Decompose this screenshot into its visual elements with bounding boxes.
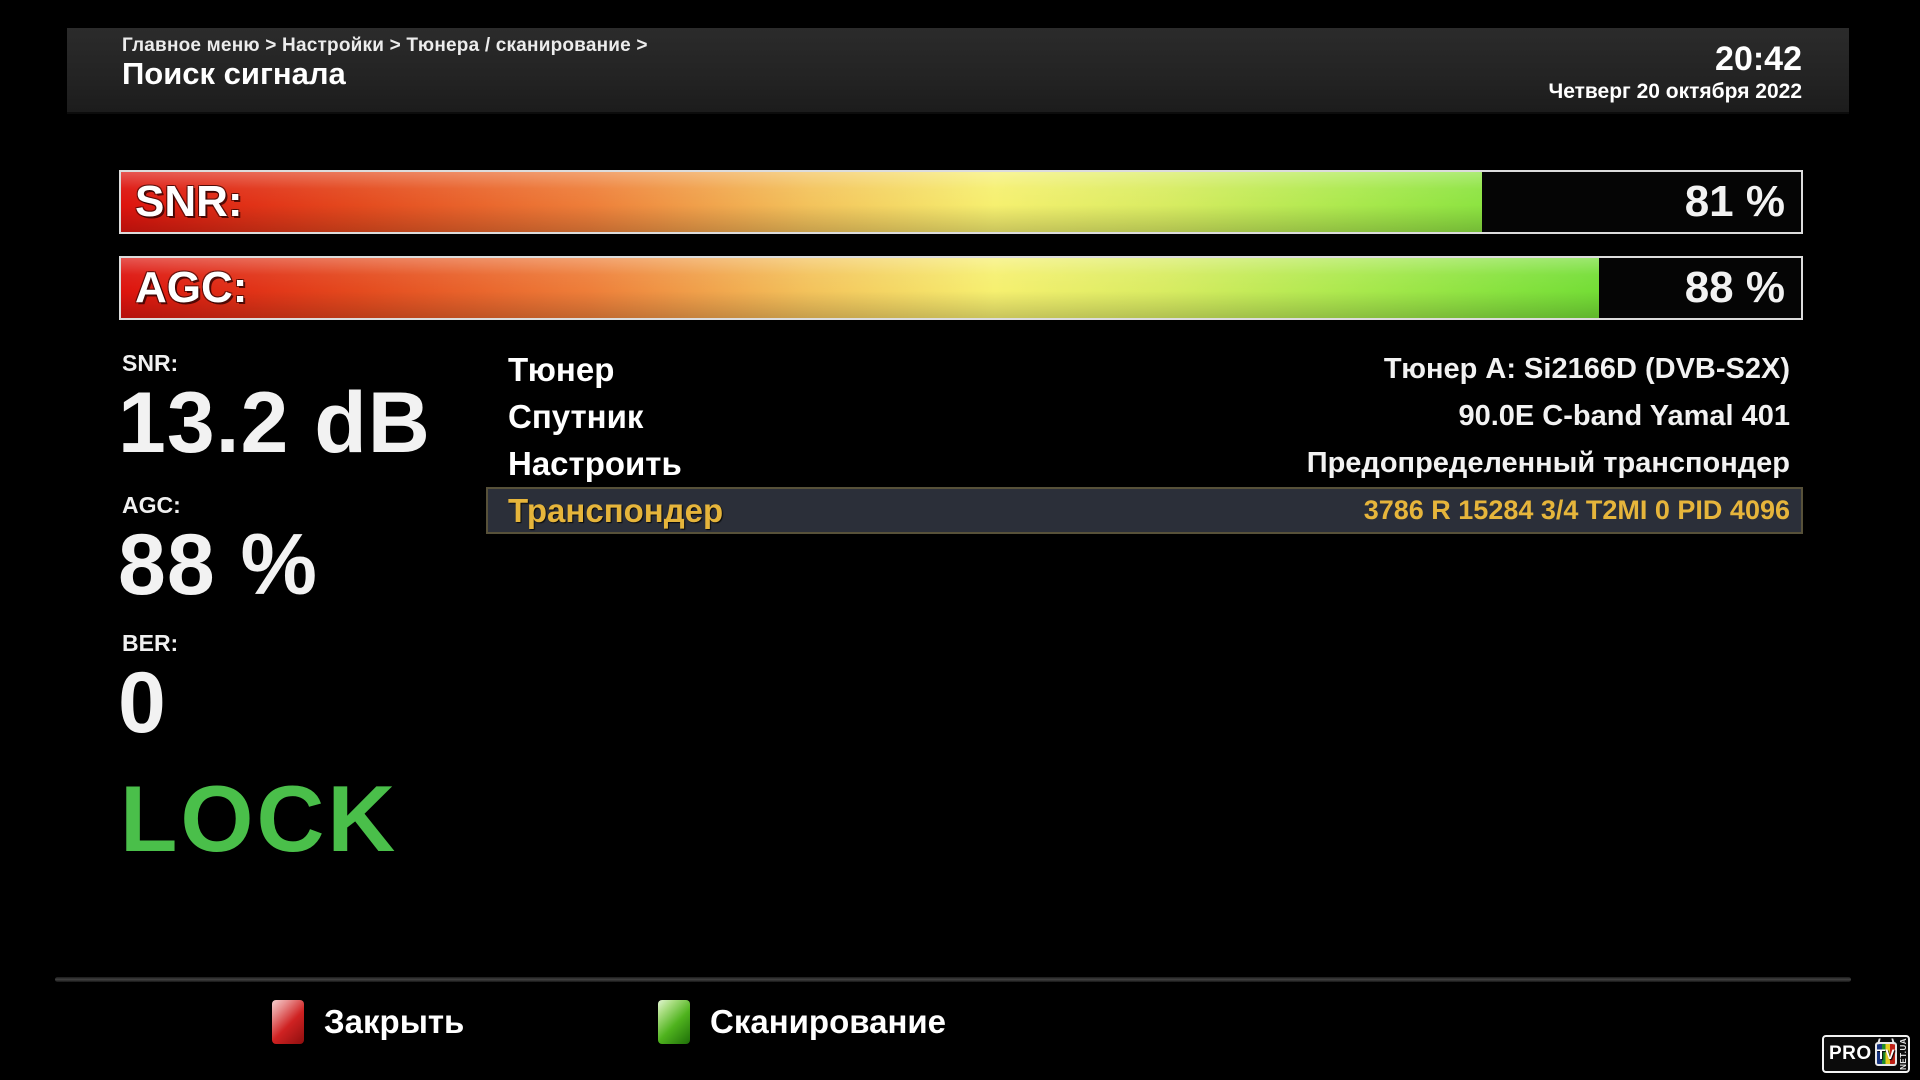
snr-readout-value: 13.2 dB <box>118 375 431 471</box>
clock-date: Четверг 20 октября 2022 <box>1548 80 1802 103</box>
footer-separator <box>55 977 1851 982</box>
agc-readout-label: AGC: <box>122 492 181 518</box>
logo-tv-text: TV <box>1876 1046 1895 1062</box>
close-button[interactable]: Закрыть <box>324 1003 465 1040</box>
tv-set-icon: TV <box>1874 1042 1897 1066</box>
menu-row-configure[interactable]: Настроить Предопределенный транспондер <box>486 440 1803 487</box>
agc-readout-value: 88 % <box>118 517 319 613</box>
menu-row-label: Тюнер <box>508 350 615 388</box>
snr-bar-label: SNR: <box>135 177 243 226</box>
clock-time: 20:42 <box>1715 40 1802 78</box>
logo-pro-text: PRO <box>1829 1043 1872 1064</box>
menu-row-label: Настроить <box>508 444 682 482</box>
lock-status: LOCK <box>120 766 399 871</box>
agc-signal-bar: AGC: 88 % <box>119 256 1803 320</box>
menu-row-transponder[interactable]: Транспондер 3786 R 15284 3/4 T2MI 0 PID … <box>486 487 1803 534</box>
menu-row-value: Предопределенный транспондер <box>1306 447 1790 479</box>
agc-bar-empty-region: 88 % <box>1599 258 1801 318</box>
protv-logo: PRO TV NET.UA <box>1822 1035 1910 1073</box>
menu-row-satellite[interactable]: Спутник 90.0E C-band Yamal 401 <box>486 393 1803 440</box>
snr-signal-bar: SNR: 81 % <box>119 170 1803 234</box>
ber-readout-label: BER: <box>122 630 179 656</box>
header-bar: Главное меню > Настройки > Тюнера / скан… <box>67 28 1849 114</box>
page-title: Поиск сигнала <box>122 56 346 91</box>
menu-row-tuner[interactable]: Тюнер Тюнер A: Si2166D (DVB-S2X) <box>486 346 1803 393</box>
green-key-icon[interactable] <box>658 1000 690 1044</box>
red-key-icon[interactable] <box>272 1000 304 1044</box>
menu-row-value: Тюнер A: Si2166D (DVB-S2X) <box>1383 353 1790 385</box>
scan-button[interactable]: Сканирование <box>710 1003 947 1040</box>
menu-row-label: Спутник <box>508 397 644 435</box>
snr-bar-empty-region: 81 % <box>1481 172 1801 232</box>
menu-row-value: 3786 R 15284 3/4 T2MI 0 PID 4096 <box>1363 495 1790 525</box>
agc-bar-label: AGC: <box>135 263 248 312</box>
agc-bar-value: 88 % <box>1684 263 1785 312</box>
snr-bar-value: 81 % <box>1684 177 1785 226</box>
tuner-settings-menu: Тюнер Тюнер A: Si2166D (DVB-S2X) Спутник… <box>486 346 1803 534</box>
snr-readout-label: SNR: <box>122 350 179 376</box>
ber-readout-value: 0 <box>118 655 167 751</box>
menu-row-value: 90.0E C-band Yamal 401 <box>1458 400 1790 432</box>
breadcrumb: Главное меню > Настройки > Тюнера / скан… <box>122 35 648 56</box>
menu-row-label: Транспондер <box>508 491 724 529</box>
logo-suffix-text: NET.UA <box>1898 1038 1908 1070</box>
